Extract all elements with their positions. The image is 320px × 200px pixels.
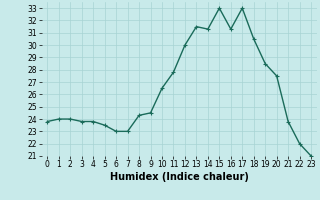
X-axis label: Humidex (Indice chaleur): Humidex (Indice chaleur) xyxy=(110,172,249,182)
